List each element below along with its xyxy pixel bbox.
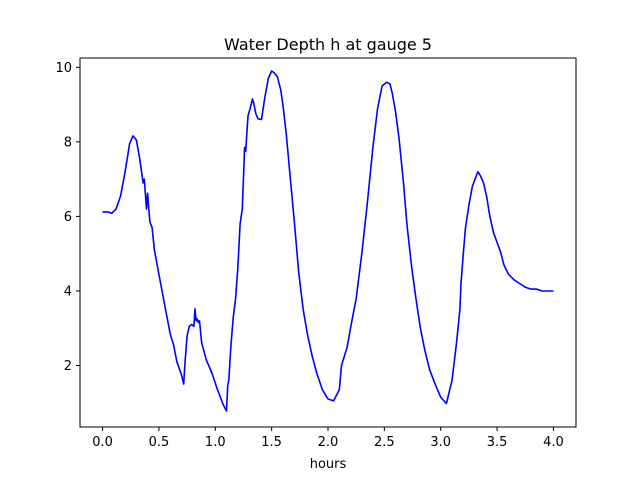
x-tick-label: 2.0 xyxy=(318,435,339,450)
series-line-0 xyxy=(102,70,554,412)
x-tick-label: 3.0 xyxy=(430,435,451,450)
y-tick-label: 4 xyxy=(64,284,72,299)
y-axis: 2 4 6 8 10 xyxy=(55,61,80,374)
x-tick-label: 2.5 xyxy=(374,435,395,450)
x-tick-label: 0.5 xyxy=(149,435,170,450)
y-tick-label: 8 xyxy=(64,135,72,150)
plot-area xyxy=(102,70,554,412)
x-axis: 0.0 0.5 1.0 1.5 2.0 2.5 3.0 3.5 4.0 xyxy=(92,427,564,450)
x-tick-label: 1.5 xyxy=(261,435,282,450)
x-tick-label: 0.0 xyxy=(92,435,113,450)
chart-title: Water Depth h at gauge 5 xyxy=(224,35,432,54)
x-tick-label: 4.0 xyxy=(543,435,564,450)
x-tick-label: 1.0 xyxy=(205,435,226,450)
x-tick-label: 3.5 xyxy=(487,435,508,450)
x-axis-label: hours xyxy=(310,457,347,472)
y-tick-label: 6 xyxy=(64,210,72,225)
y-tick-label: 10 xyxy=(55,61,72,76)
y-tick-label: 2 xyxy=(64,359,72,374)
